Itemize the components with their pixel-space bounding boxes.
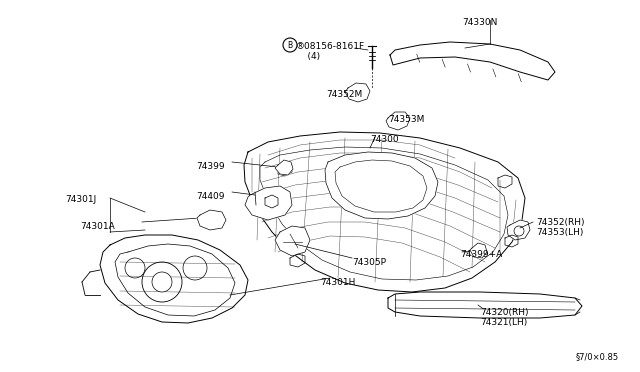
Polygon shape	[388, 292, 582, 318]
Text: 74305P: 74305P	[352, 258, 386, 267]
Text: ®08156-8161F
    (4): ®08156-8161F (4)	[296, 42, 365, 61]
Polygon shape	[507, 220, 530, 240]
Circle shape	[514, 226, 524, 236]
Polygon shape	[386, 112, 410, 130]
Text: 74352M: 74352M	[326, 90, 362, 99]
Polygon shape	[244, 132, 525, 292]
Text: 74301A: 74301A	[80, 222, 115, 231]
Text: 74300: 74300	[370, 135, 399, 144]
Circle shape	[152, 272, 172, 292]
Polygon shape	[275, 226, 310, 256]
Text: B: B	[287, 41, 292, 49]
Polygon shape	[275, 160, 293, 175]
Polygon shape	[345, 83, 370, 102]
Circle shape	[125, 258, 145, 278]
Polygon shape	[470, 243, 487, 258]
Text: §7/0×0.85: §7/0×0.85	[576, 352, 619, 361]
Text: 74330N: 74330N	[462, 18, 497, 27]
Circle shape	[283, 38, 297, 52]
Polygon shape	[390, 42, 555, 80]
Text: 74353M: 74353M	[388, 115, 424, 124]
Polygon shape	[197, 210, 226, 230]
Text: 74409: 74409	[196, 192, 225, 201]
Polygon shape	[100, 235, 248, 323]
Polygon shape	[325, 152, 438, 219]
Text: 74399+A: 74399+A	[460, 250, 502, 259]
Circle shape	[142, 262, 182, 302]
Text: 74301H: 74301H	[320, 278, 355, 287]
Text: 74399: 74399	[196, 162, 225, 171]
Text: 74320(RH)
74321(LH): 74320(RH) 74321(LH)	[480, 308, 529, 327]
Circle shape	[183, 256, 207, 280]
Text: 74352(RH)
74353(LH): 74352(RH) 74353(LH)	[536, 218, 584, 237]
Polygon shape	[245, 186, 292, 220]
Text: 74301J: 74301J	[65, 195, 96, 204]
